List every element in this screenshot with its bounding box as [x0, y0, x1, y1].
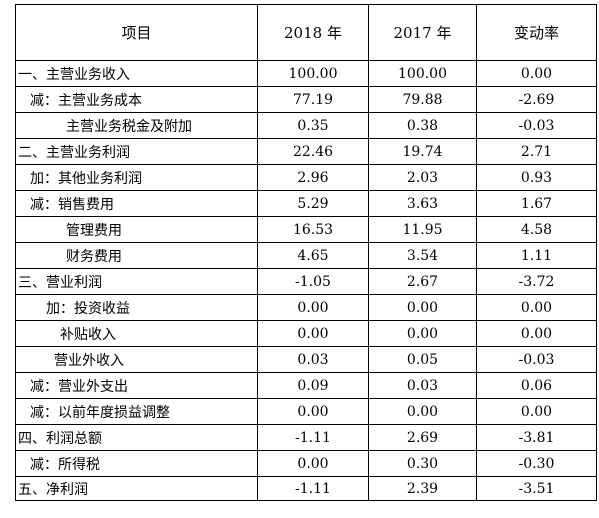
value-2018: -1.11	[257, 424, 369, 451]
row-label: 三、营业利润	[15, 268, 258, 295]
table-row: 减：营业外支出 0.09 0.03 0.06	[15, 372, 597, 399]
table-row: 一、主营业务收入 100.00 100.00 0.00	[15, 60, 597, 87]
value-2017: 79.88	[368, 86, 477, 113]
header-2017: 2017 年	[368, 4, 477, 61]
row-label: 减：营业外支出	[15, 372, 258, 399]
value-2017: 3.54	[368, 242, 477, 269]
table-row: 主营业务税金及附加 0.35 0.38 -0.03	[15, 112, 597, 139]
value-2018: 4.65	[257, 242, 369, 269]
row-label: 减：以前年度损益调整	[15, 398, 258, 425]
value-2017: 0.00	[368, 320, 477, 347]
value-2017: 0.00	[368, 294, 477, 321]
value-2017: 100.00	[368, 60, 477, 87]
value-2018: 0.00	[257, 398, 369, 425]
value-2018: 0.35	[257, 112, 369, 139]
value-2018: 22.46	[257, 138, 369, 165]
header-item: 项目	[15, 4, 258, 61]
value-2018: 16.53	[257, 216, 369, 243]
value-change-rate: 0.00	[476, 60, 597, 87]
value-2018: 2.96	[257, 164, 369, 191]
table-row: 减：销售费用 5.29 3.63 1.67	[15, 190, 597, 217]
value-change-rate: 2.71	[476, 138, 597, 165]
value-2018: 77.19	[257, 86, 369, 113]
value-change-rate: 1.67	[476, 190, 597, 217]
header-2018: 2018 年	[257, 4, 369, 61]
value-change-rate: 1.11	[476, 242, 597, 269]
row-label: 一、主营业务收入	[15, 60, 258, 87]
value-change-rate: 0.00	[476, 320, 597, 347]
table-row: 营业外收入 0.03 0.05 -0.03	[15, 346, 597, 373]
value-2018: 5.29	[257, 190, 369, 217]
value-change-rate: 0.00	[476, 398, 597, 425]
row-label: 二、主营业务利润	[15, 138, 258, 165]
value-change-rate: -2.69	[476, 86, 597, 113]
value-2018: 0.03	[257, 346, 369, 373]
value-2017: 0.05	[368, 346, 477, 373]
value-change-rate: -3.81	[476, 424, 597, 451]
row-label: 减：销售费用	[15, 190, 258, 217]
value-2017: 2.69	[368, 424, 477, 451]
value-change-rate: 0.00	[476, 294, 597, 321]
table-row: 管理费用 16.53 11.95 4.58	[15, 216, 597, 243]
value-change-rate: -0.30	[476, 450, 597, 477]
value-2017: 2.39	[368, 476, 477, 501]
row-label: 加：投资收益	[15, 294, 258, 321]
row-label: 加：其他业务利润	[15, 164, 258, 191]
row-label: 减：主营业务成本	[15, 86, 258, 113]
row-label: 主营业务税金及附加	[15, 112, 258, 139]
value-2017: 0.38	[368, 112, 477, 139]
value-2017: 0.03	[368, 372, 477, 399]
value-2018: 0.00	[257, 294, 369, 321]
value-change-rate: -0.03	[476, 112, 597, 139]
table-row: 减：所得税 0.00 0.30 -0.30	[15, 450, 597, 477]
value-change-rate: -0.03	[476, 346, 597, 373]
value-change-rate: -3.51	[476, 476, 597, 501]
header-change-rate: 变动率	[476, 4, 597, 61]
value-change-rate: -3.72	[476, 268, 597, 295]
row-label: 财务费用	[15, 242, 258, 269]
value-2018: 0.00	[257, 450, 369, 477]
row-label: 四、利润总额	[15, 424, 258, 451]
table-row: 加：投资收益 0.00 0.00 0.00	[15, 294, 597, 321]
value-2018: 100.00	[257, 60, 369, 87]
table-row: 财务费用 4.65 3.54 1.11	[15, 242, 597, 269]
value-2017: 19.74	[368, 138, 477, 165]
row-label: 补贴收入	[15, 320, 258, 347]
value-2017: 11.95	[368, 216, 477, 243]
row-label: 管理费用	[15, 216, 258, 243]
row-label: 五、净利润	[15, 476, 258, 501]
table-row: 补贴收入 0.00 0.00 0.00	[15, 320, 597, 347]
value-2017: 0.00	[368, 398, 477, 425]
table-row: 减：以前年度损益调整 0.00 0.00 0.00	[15, 398, 597, 425]
header-row: 项目 2018 年 2017 年 变动率	[15, 4, 597, 61]
row-label: 营业外收入	[15, 346, 258, 373]
row-label: 减：所得税	[15, 450, 258, 477]
table-row: 二、主营业务利润 22.46 19.74 2.71	[15, 138, 597, 165]
value-2017: 2.03	[368, 164, 477, 191]
table-row: 加：其他业务利润 2.96 2.03 0.93	[15, 164, 597, 191]
value-2018: -1.05	[257, 268, 369, 295]
value-change-rate: 0.06	[476, 372, 597, 399]
value-2017: 3.63	[368, 190, 477, 217]
table-row: 三、营业利润 -1.05 2.67 -3.72	[15, 268, 597, 295]
income-statement-table: 项目 2018 年 2017 年 变动率 一、主营业务收入 100.00 100…	[15, 4, 597, 501]
value-change-rate: 0.93	[476, 164, 597, 191]
value-2018: 0.09	[257, 372, 369, 399]
value-2017: 0.30	[368, 450, 477, 477]
value-2018: 0.00	[257, 320, 369, 347]
value-2017: 2.67	[368, 268, 477, 295]
table-row: 四、利润总额 -1.11 2.69 -3.81	[15, 424, 597, 451]
table-row: 五、净利润 -1.11 2.39 -3.51	[15, 476, 597, 501]
value-change-rate: 4.58	[476, 216, 597, 243]
value-2018: -1.11	[257, 476, 369, 501]
table-row: 减：主营业务成本 77.19 79.88 -2.69	[15, 86, 597, 113]
